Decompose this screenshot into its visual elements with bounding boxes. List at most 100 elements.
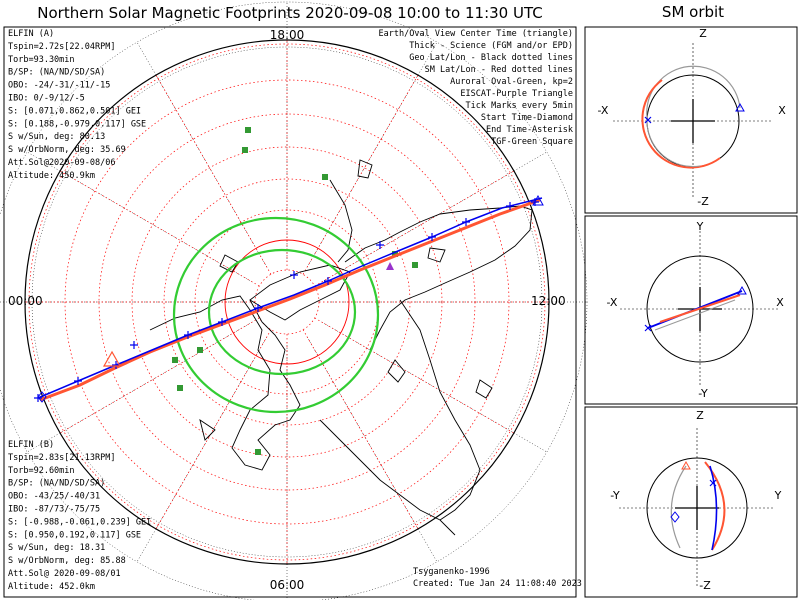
orbit-a-start <box>670 511 680 523</box>
oval-outer <box>172 216 380 414</box>
elfin-b-info-line: S: [-0.988,-0.061,0.239] GEI <box>8 517 151 527</box>
elfin-b-info-line: Tspin=2.83s[21.13RPM] <box>8 453 115 463</box>
elfin-a-info-line: S: [0.071,0.862,0.501] GEI <box>8 106 141 116</box>
orbit-a-end <box>644 116 652 124</box>
track-tick <box>290 271 298 279</box>
orbit-b-path <box>641 79 721 169</box>
panel1-bottom-label: -Z <box>697 195 709 208</box>
panel1-top-label: Z <box>699 27 707 40</box>
panel2-bottom-label: -Y <box>698 387 708 400</box>
orbit-panel-xz-frame <box>584 26 798 214</box>
legend-entry: Tick Marks every 5min <box>466 101 573 111</box>
elfin-b-info-line: Att.Sol@ 2020-09-08/01 <box>8 569 121 579</box>
tgf-square <box>172 357 178 363</box>
coastlines <box>149 159 533 536</box>
elfin-b-info-line: S w/Sun, deg: 18.31 <box>8 543 105 553</box>
panel2-top-label: Y <box>696 220 704 233</box>
track-tick <box>130 341 138 349</box>
sm-lat-circle <box>224 239 350 365</box>
sm-lon-line <box>155 74 272 275</box>
track-tick <box>324 277 332 285</box>
elfin-a-info: ELFIN (A) Tspin=2.72s[22.04RPM] Torb=93.30… <box>8 29 146 181</box>
auroral-oval <box>172 216 380 414</box>
tgf-square <box>245 127 251 133</box>
elfin-b-info-line: ELFIN (B) <box>8 440 54 450</box>
orbit-a-end <box>644 324 652 332</box>
orbit-a-marker <box>735 102 745 112</box>
oval-inner <box>207 248 357 376</box>
hour-label-bottom: 06:00 <box>270 578 305 592</box>
orbit-grey-path <box>654 299 736 331</box>
legend-entry: Auroral Oval-Green, kp=2 <box>450 77 573 87</box>
elfin-b-info-line: IBO: -87/73/-75/75 <box>8 505 100 515</box>
legend-entry: End Time-Asterisk <box>486 125 573 135</box>
elfin-a-info-line: Att.Sol@2020-09-08/06 <box>8 158 115 168</box>
orbit-a-path <box>709 465 718 551</box>
legend-entry: Thick - Science (FGM and/or EPD) <box>409 41 573 51</box>
end-triangle <box>532 194 544 206</box>
elfin-a-info-line: IBO: 0/-9/12/-5 <box>8 94 85 104</box>
sm-lat-circle <box>28 43 546 561</box>
earth-boundary <box>24 39 550 565</box>
coastline <box>329 179 353 263</box>
map-legend: Earth/Oval View Center Time (triangle) Th… <box>379 29 573 147</box>
elfin-a-info-line: Tspin=2.72s[22.04RPM] <box>8 42 115 52</box>
track-tick <box>376 241 384 249</box>
sm-lat-circle <box>64 79 510 525</box>
start-diamond <box>37 391 47 403</box>
track-tick <box>184 331 192 339</box>
elfin-b-info-line: Altitude: 452.0km <box>8 582 95 592</box>
panel1-left-label: -X <box>598 104 609 117</box>
geo-lat-circle <box>31 46 543 558</box>
map-frame <box>3 26 577 598</box>
track-tick <box>74 377 82 385</box>
orbit-title: SM orbit <box>662 3 724 21</box>
orbit-panel-xy-frame <box>584 215 798 405</box>
orbit-panels <box>613 43 780 588</box>
orbit-b-marker <box>681 460 691 470</box>
hour-label-top: 18:00 <box>270 28 305 42</box>
sm-lat-circle <box>131 146 443 458</box>
elfin-b-info-line: OBO: -43/25/-40/31 <box>8 492 100 502</box>
elfin-b-track <box>39 198 541 402</box>
orbit-b-path <box>659 294 741 323</box>
coastline <box>344 205 533 351</box>
elfin-a-info-line: Torb=93.30min <box>8 55 75 65</box>
view-center-triangle <box>102 350 122 367</box>
coastline <box>427 247 446 263</box>
track-tick <box>218 318 226 326</box>
hour-label-right: 12:00 <box>531 294 566 308</box>
track-tick <box>462 218 470 226</box>
track-tick <box>34 394 42 402</box>
earth-circle <box>646 457 748 559</box>
legend-entry: Start Time-Diamond <box>481 113 573 123</box>
coastline <box>219 254 239 273</box>
coastline <box>199 418 216 441</box>
coastline <box>249 264 351 321</box>
orbit-a-end <box>709 479 717 487</box>
tgf-square <box>392 251 398 257</box>
eiscat-triangle <box>386 262 394 270</box>
hour-label-left: 00:00 <box>8 294 43 308</box>
legend-entry: Geo Lat/Lon - Black dotted lines <box>409 53 573 63</box>
orbit-a-path-back <box>670 465 687 549</box>
polar-map <box>0 1 588 600</box>
legend-entry: SM Lat/Lon - Red dotted lines <box>425 65 573 75</box>
coastline <box>319 419 456 536</box>
track-tick <box>428 233 436 241</box>
elfin-b-info-line: S: [0.950,0.192,0.117] GSE <box>8 530 141 540</box>
panel2-right-label: X <box>776 296 784 309</box>
geo-lat-circle <box>0 1 588 600</box>
elfin-b-info: ELFIN (B) Tspin=2.83s[21.13RPM] Torb=92.60… <box>8 440 151 592</box>
elfin-b-info-line: Torb=92.60min <box>8 466 75 476</box>
track-tick <box>112 361 120 369</box>
created-timestamp: Created: Tue Jan 24 11:08:40 2023 <box>413 579 582 589</box>
orbit-a-marker <box>737 285 747 295</box>
sm-lon-line <box>314 317 515 434</box>
legend-entry: TGF-Green Square <box>491 137 573 147</box>
sm-lon-line <box>302 74 419 275</box>
elfin-a-info-line: Altitude: 450.9km <box>8 171 95 181</box>
elfin-a-info-line: ELFIN (A) <box>8 29 54 39</box>
panel3-top-label: Z <box>696 409 704 422</box>
